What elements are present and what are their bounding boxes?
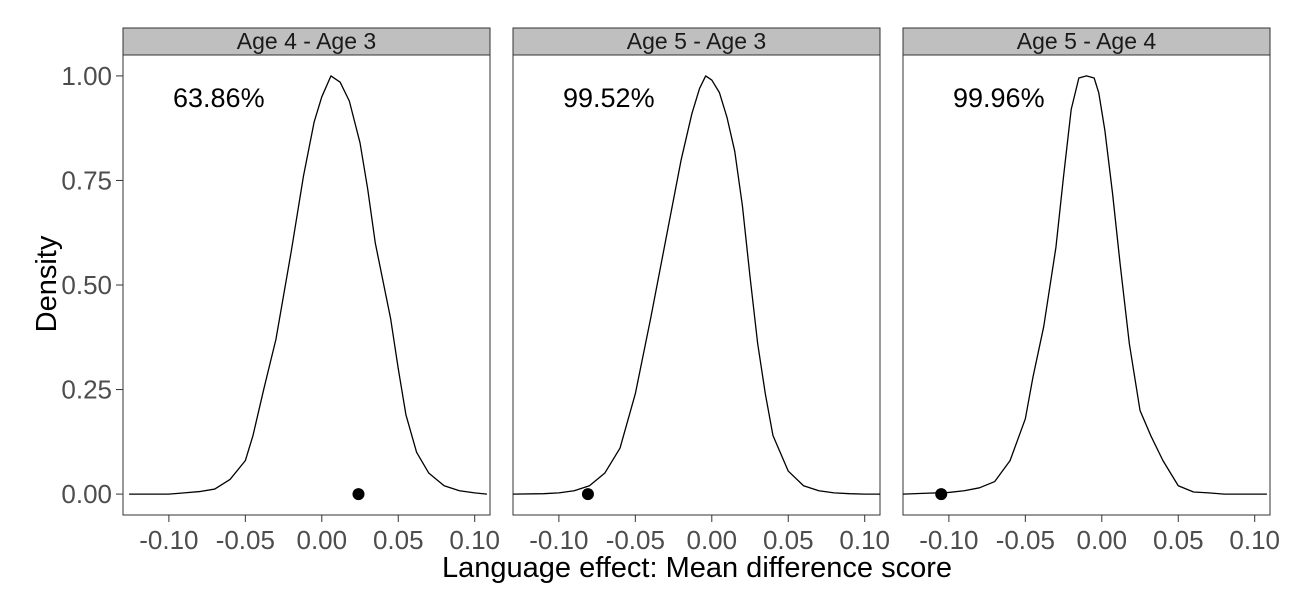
y-tick-label: 1.00 [61, 61, 112, 91]
x-tick-label: 0.00 [686, 525, 737, 555]
x-axis-title: Language effect: Mean difference score [442, 552, 952, 584]
x-tick-label: 0.05 [373, 525, 424, 555]
panel-border [122, 54, 491, 516]
density-curve [129, 75, 488, 495]
x-tick-label: -0.10 [529, 525, 588, 555]
y-tick-label: 0.75 [61, 165, 112, 195]
y-axis: 0.00 0.25 0.50 0.75 1.00 [61, 61, 123, 509]
facet-panel: Age 5 - Age 4 99.96% -0.10 -0.05 0.00 0.05 0.1… [902, 27, 1280, 555]
x-tick-label: -0.05 [606, 525, 665, 555]
panel-border [512, 54, 881, 516]
y-tick-label: 0.25 [61, 375, 112, 405]
x-tick-label: 0.10 [1229, 525, 1280, 555]
x-tick-label: -0.05 [996, 525, 1055, 555]
percent-label: 99.96% [953, 83, 1045, 113]
facet-strip [122, 27, 491, 56]
panel-border [902, 54, 1271, 516]
facet-strip-label: Age 5 - Age 4 [1017, 28, 1157, 54]
facet-strip-label: Age 5 - Age 3 [627, 28, 766, 54]
panels: Age 4 - Age 3 63.86% -0.10 -0.05 0.00 0.05 0.1… [122, 27, 1280, 555]
x-tick-label: 0.10 [449, 525, 500, 555]
x-tick-label: 0.10 [839, 525, 890, 555]
x-tick-label: 0.00 [296, 525, 347, 555]
facet-panel: Age 4 - Age 3 63.86% -0.10 -0.05 0.00 0.05 0.1… [122, 27, 500, 555]
facet-strip-label: Age 4 - Age 3 [237, 28, 376, 54]
percent-label: 63.86% [173, 83, 265, 113]
observed-point [352, 488, 365, 501]
x-tick-label: -0.05 [216, 525, 275, 555]
percent-label: 99.52% [563, 83, 655, 113]
y-axis-title: Density [31, 235, 63, 332]
y-tick-label: 0.00 [61, 479, 112, 509]
observed-point [581, 488, 594, 501]
observed-point [935, 488, 948, 501]
x-tick-label: -0.10 [139, 525, 198, 555]
density-curve [512, 75, 880, 495]
x-tick-label: -0.10 [919, 525, 978, 555]
density-curve [902, 75, 1267, 495]
x-tick-label: 0.00 [1076, 525, 1127, 555]
y-tick-label: 0.50 [61, 270, 112, 300]
facet-panel: Age 5 - Age 3 99.52% -0.10 -0.05 0.00 0.05 0.1… [512, 27, 890, 555]
x-tick-label: 0.05 [763, 525, 814, 555]
x-tick-label: 0.05 [1153, 525, 1204, 555]
